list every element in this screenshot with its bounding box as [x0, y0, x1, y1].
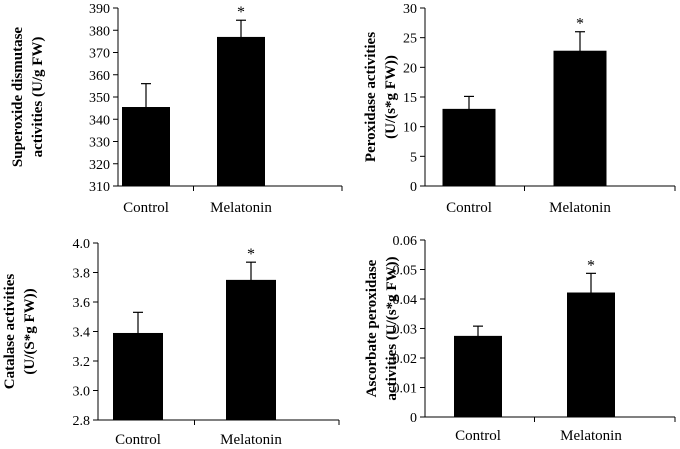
y-tick-label: 0.03 [393, 323, 418, 338]
y-axis-label: Catalase activities [2, 274, 18, 390]
y-tick-label: 30 [403, 2, 417, 17]
panel-catalase: 2.8 3.0 3.2 3.4 3.6 3.8 4.0 Control * Melatonin Ca… [2, 237, 340, 448]
y-tick-label: 360 [89, 69, 110, 84]
y-tick-label: 0.05 [393, 264, 418, 279]
y-tick-label: 10 [403, 121, 417, 136]
x-category-label: Melatonin [560, 428, 622, 444]
y-tick-label: 320 [89, 158, 110, 173]
y-tick-label: 20 [403, 61, 417, 76]
y-tick-label: 3.8 [73, 267, 91, 282]
y-axis-label: activities (U/g FW) [30, 37, 46, 158]
y-tick-label: 15 [403, 91, 417, 106]
y-tick-label: 370 [89, 47, 110, 62]
y-tick-label: 0.02 [393, 352, 418, 367]
x-category-label: Control [123, 200, 169, 216]
y-axis-label: activities (U/(s*g FW)) [384, 256, 400, 400]
y-tick-label: 350 [89, 91, 110, 106]
panel-ascorbate-peroxidase: 0 0.01 0.02 0.03 0.04 0.05 0.06 Control * Melaton… [364, 234, 676, 444]
y-tick-label: 0.04 [393, 293, 418, 308]
x-category-label: Control [455, 428, 501, 444]
y-tick-label: 0 [410, 180, 417, 195]
panel-superoxide-dismutase: 310 320 330 340 350 360 370 380 390 Control * Melat… [10, 2, 343, 216]
y-tick-label: 4.0 [73, 237, 91, 252]
x-category-label: Control [446, 200, 492, 216]
y-tick-label: 3.6 [73, 296, 91, 311]
bar-melatonin [567, 292, 615, 417]
y-axis-label: Ascorbate peroxidase [364, 259, 380, 397]
bar-melatonin [553, 50, 607, 186]
y-tick-label: 3.0 [73, 385, 91, 400]
y-tick-label: 25 [403, 32, 417, 47]
y-tick-label: 380 [89, 24, 110, 39]
bar-control [442, 108, 496, 186]
y-tick-label: 390 [89, 2, 110, 17]
x-category-label: Control [115, 432, 161, 448]
bar-control [454, 335, 502, 417]
y-tick-label: 0.06 [393, 234, 418, 249]
y-tick-label: 5 [410, 150, 417, 165]
y-tick-label: 3.2 [73, 355, 91, 370]
y-tick-label: 3.4 [73, 326, 91, 341]
panel-peroxidase: 0 5 10 15 20 25 30 Control * Melatonin Peroxidase … [363, 2, 676, 216]
y-axis-label: Peroxidase activities [363, 32, 379, 162]
y-tick-label: 340 [89, 113, 110, 128]
significance-marker: * [576, 16, 584, 33]
x-category-label: Melatonin [210, 200, 272, 216]
significance-marker: * [587, 257, 595, 274]
y-axis-label: Superoxide dismutase [10, 27, 26, 168]
y-tick-label: 0.01 [393, 382, 418, 397]
y-axis-label: (U/(S*g FW)) [22, 288, 38, 374]
x-category-label: Melatonin [549, 200, 611, 216]
x-category-label: Melatonin [220, 432, 282, 448]
y-axis-label: (U/(s*g FW)) [383, 55, 399, 139]
bar-melatonin [226, 279, 276, 420]
significance-marker: * [237, 4, 245, 21]
y-tick-label: 310 [89, 180, 110, 195]
y-tick-label: 2.8 [73, 414, 91, 429]
bar-melatonin [217, 36, 265, 186]
y-tick-label: 330 [89, 136, 110, 151]
significance-marker: * [247, 246, 255, 263]
y-tick-label: 0 [410, 411, 417, 426]
